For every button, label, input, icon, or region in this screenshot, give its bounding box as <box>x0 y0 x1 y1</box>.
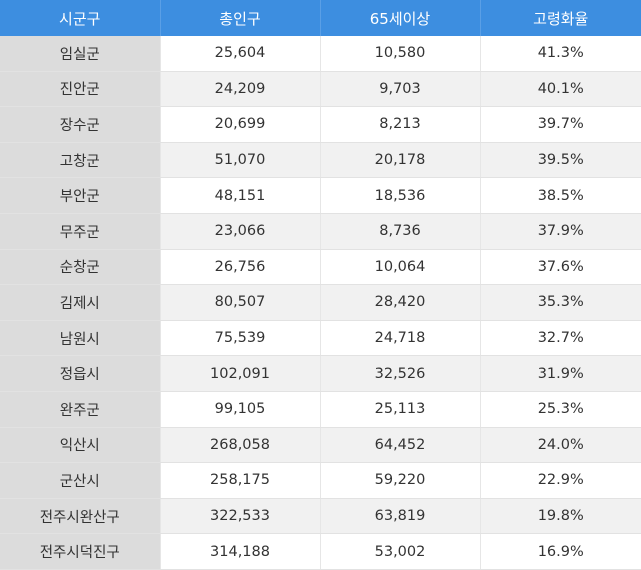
over-65-cell: 10,064 <box>320 249 481 286</box>
aging-rate-cell: 40.1% <box>480 71 641 108</box>
aging-rate-cell: 39.5% <box>480 142 641 179</box>
over-65-cell: 24,718 <box>320 320 481 357</box>
aging-rate-cell: 37.9% <box>480 213 641 250</box>
header-aging-rate: 고령화율 <box>480 0 641 36</box>
region-cell: 익산시 <box>0 427 161 464</box>
total-population-cell: 51,070 <box>160 142 321 179</box>
table-row: 전주시덕진구 314,188 53,002 16.9% <box>0 533 641 570</box>
region-cell: 남원시 <box>0 320 161 357</box>
table-row: 임실군 25,604 10,580 41.3% <box>0 36 641 72</box>
header-over-65: 65세이상 <box>320 0 481 36</box>
aging-rate-cell: 38.5% <box>480 177 641 214</box>
over-65-cell: 59,220 <box>320 462 481 499</box>
over-65-cell: 64,452 <box>320 427 481 464</box>
total-population-cell: 75,539 <box>160 320 321 357</box>
total-population-cell: 24,209 <box>160 71 321 108</box>
total-population-cell: 258,175 <box>160 462 321 499</box>
total-population-cell: 23,066 <box>160 213 321 250</box>
header-total-population: 총인구 <box>160 0 321 36</box>
aging-rate-cell: 37.6% <box>480 249 641 286</box>
over-65-cell: 32,526 <box>320 355 481 392</box>
aging-rate-cell: 25.3% <box>480 391 641 428</box>
aging-rate-cell: 31.9% <box>480 355 641 392</box>
aging-rate-cell: 22.9% <box>480 462 641 499</box>
table-row: 순창군 26,756 10,064 37.6% <box>0 249 641 286</box>
table-row: 부안군 48,151 18,536 38.5% <box>0 177 641 214</box>
total-population-cell: 80,507 <box>160 284 321 321</box>
total-population-cell: 99,105 <box>160 391 321 428</box>
over-65-cell: 8,213 <box>320 106 481 143</box>
table-row: 무주군 23,066 8,736 37.9% <box>0 213 641 250</box>
region-cell: 김제시 <box>0 284 161 321</box>
region-cell: 임실군 <box>0 36 161 72</box>
region-cell: 부안군 <box>0 177 161 214</box>
region-cell: 고창군 <box>0 142 161 179</box>
over-65-cell: 63,819 <box>320 498 481 535</box>
table-row: 장수군 20,699 8,213 39.7% <box>0 106 641 143</box>
total-population-cell: 20,699 <box>160 106 321 143</box>
table-row: 완주군 99,105 25,113 25.3% <box>0 391 641 428</box>
total-population-cell: 314,188 <box>160 533 321 570</box>
total-population-cell: 322,533 <box>160 498 321 535</box>
over-65-cell: 9,703 <box>320 71 481 108</box>
table-row: 군산시 258,175 59,220 22.9% <box>0 462 641 499</box>
header-row: 시군구 총인구 65세이상 고령화율 <box>0 0 641 36</box>
table-row: 진안군 24,209 9,703 40.1% <box>0 71 641 108</box>
region-cell: 무주군 <box>0 213 161 250</box>
over-65-cell: 20,178 <box>320 142 481 179</box>
over-65-cell: 8,736 <box>320 213 481 250</box>
over-65-cell: 53,002 <box>320 533 481 570</box>
aging-rate-cell: 16.9% <box>480 533 641 570</box>
total-population-cell: 102,091 <box>160 355 321 392</box>
table-row: 고창군 51,070 20,178 39.5% <box>0 142 641 179</box>
over-65-cell: 18,536 <box>320 177 481 214</box>
header-region: 시군구 <box>0 0 161 36</box>
region-cell: 군산시 <box>0 462 161 499</box>
table-row: 전주시완산구 322,533 63,819 19.8% <box>0 498 641 535</box>
aging-rate-cell: 39.7% <box>480 106 641 143</box>
total-population-cell: 48,151 <box>160 177 321 214</box>
aging-rate-cell: 24.0% <box>480 427 641 464</box>
aging-rate-cell: 35.3% <box>480 284 641 321</box>
total-population-cell: 25,604 <box>160 36 321 72</box>
total-population-cell: 26,756 <box>160 249 321 286</box>
over-65-cell: 25,113 <box>320 391 481 428</box>
aging-rate-cell: 19.8% <box>480 498 641 535</box>
region-cell: 진안군 <box>0 71 161 108</box>
table-row: 김제시 80,507 28,420 35.3% <box>0 284 641 321</box>
table-header: 시군구 총인구 65세이상 고령화율 <box>0 0 641 36</box>
region-cell: 전주시덕진구 <box>0 533 161 570</box>
region-cell: 완주군 <box>0 391 161 428</box>
table-row: 남원시 75,539 24,718 32.7% <box>0 320 641 357</box>
aging-rate-cell: 32.7% <box>480 320 641 357</box>
region-cell: 순창군 <box>0 249 161 286</box>
total-population-cell: 268,058 <box>160 427 321 464</box>
region-cell: 전주시완산구 <box>0 498 161 535</box>
table-row: 정읍시 102,091 32,526 31.9% <box>0 355 641 392</box>
region-cell: 장수군 <box>0 106 161 143</box>
over-65-cell: 28,420 <box>320 284 481 321</box>
table-body: 임실군 25,604 10,580 41.3% 진안군 24,209 9,703 40.1% 장… <box>0 36 641 570</box>
table-row: 익산시 268,058 64,452 24.0% <box>0 427 641 464</box>
region-cell: 정읍시 <box>0 355 161 392</box>
aging-rate-cell: 41.3% <box>480 36 641 72</box>
over-65-cell: 10,580 <box>320 36 481 72</box>
